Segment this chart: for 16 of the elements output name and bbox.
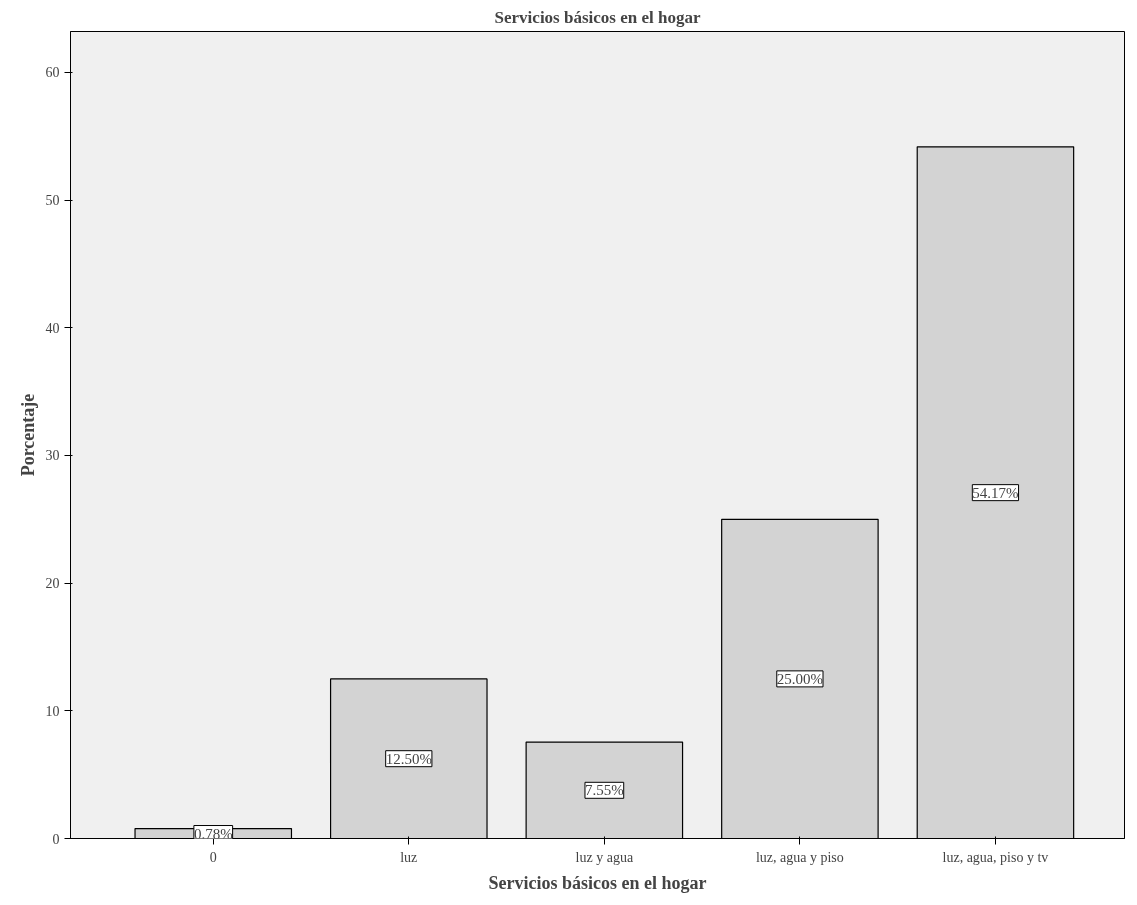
y-tick-label: 50 xyxy=(45,193,60,209)
y-tick-label: 20 xyxy=(45,576,60,592)
x-tick-label: 0 xyxy=(209,849,217,865)
x-axis-title: Servicios básicos en el hogar xyxy=(488,872,707,893)
y-tick-label: 60 xyxy=(45,65,60,81)
y-tick-label: 0 xyxy=(52,831,60,847)
x-tick-label: luz, agua y piso xyxy=(755,849,844,865)
y-tick-label: 10 xyxy=(45,703,60,719)
y-tick-label: 40 xyxy=(45,320,60,336)
y-axis-title: Porcentaje xyxy=(17,393,38,477)
chart-title: Servicios básicos en el hogar xyxy=(494,7,701,27)
y-tick-label: 30 xyxy=(45,448,60,464)
x-tick-label: luz y agua xyxy=(575,849,634,865)
x-tick-label: luz xyxy=(400,849,418,865)
data-label: 54.17% xyxy=(972,484,1019,501)
x-tick-label: luz, agua, piso y tv xyxy=(942,849,1049,865)
